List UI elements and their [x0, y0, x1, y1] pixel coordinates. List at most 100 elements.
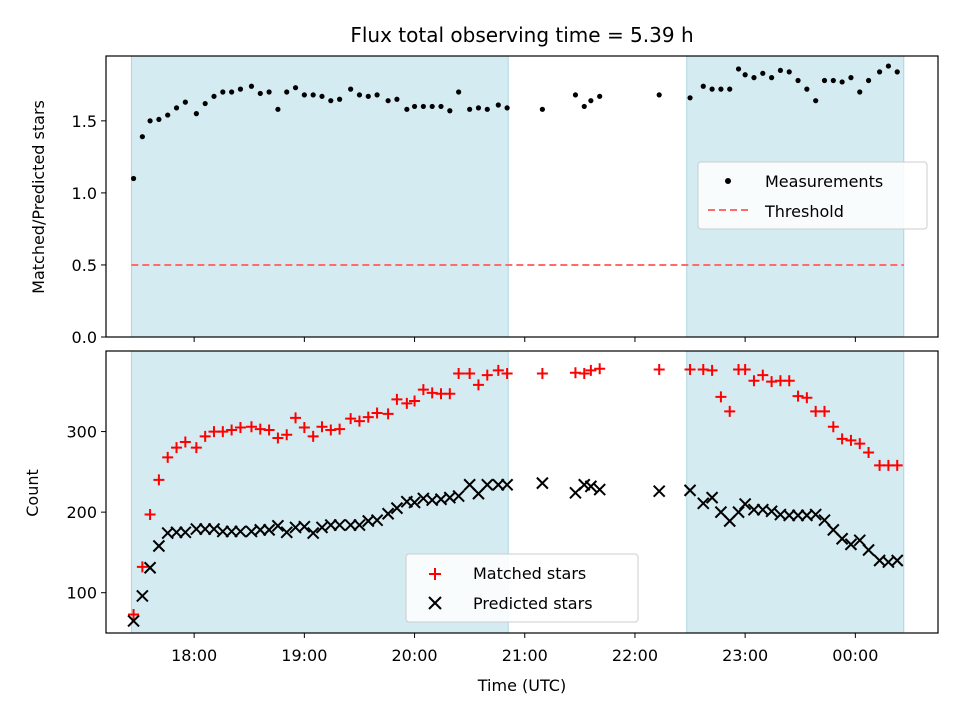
predicted-star-point [652, 484, 666, 498]
counts-points [127, 363, 904, 628]
matched-star-point [298, 422, 310, 434]
predicted-star-point [783, 509, 796, 522]
x-tick-label: 22:00 [612, 646, 658, 665]
measurement-point [211, 93, 217, 99]
measurement-point [857, 89, 863, 95]
x-tick-label: 20:00 [392, 646, 438, 665]
predicted-star-point [891, 554, 904, 567]
matched-star-point [316, 421, 328, 433]
predicted-star-point [732, 505, 745, 519]
matched-star-point [190, 442, 202, 454]
predicted-star-point [481, 478, 494, 491]
measurement-point [328, 98, 334, 104]
measurement-point [894, 69, 900, 75]
measurement-point [394, 96, 400, 102]
predicted-star-point [234, 525, 247, 538]
counts-legend: Matched stars Predicted stars [405, 553, 639, 623]
matched-star-point [409, 395, 421, 407]
predicted-star-point [315, 521, 329, 534]
matched-star-point [585, 364, 597, 376]
measurement-point [495, 102, 501, 108]
measurement-point [865, 77, 872, 84]
matched-star-point [453, 368, 465, 380]
measurement-point [319, 93, 325, 99]
predicted-star-point [835, 532, 849, 545]
measurement-point [275, 106, 281, 112]
measurement-point [292, 85, 299, 91]
measurement-point [229, 89, 235, 95]
matched-star-point [757, 369, 769, 381]
matched-star-point [153, 474, 165, 486]
measurement-point [365, 93, 371, 99]
predicted-star-point [207, 522, 221, 536]
counts-plot-frame [105, 350, 939, 634]
measurement-point [769, 75, 775, 81]
predicted-star-point [333, 518, 346, 532]
legend-matched-marker [429, 568, 441, 580]
predicted-star-point [593, 483, 606, 496]
matched-star-point [653, 364, 665, 376]
predicted-star-point [747, 503, 761, 516]
measurement-point [597, 93, 603, 99]
ratio-y-tick-label: 0.5 [72, 256, 97, 275]
measurement-point [337, 96, 343, 102]
predicted-star-point [179, 526, 192, 539]
matched-star-point [263, 424, 275, 436]
measurement-point [588, 98, 594, 104]
predicted-star-point [216, 525, 230, 538]
ratio-y-axis-label: Matched/Predicted stars [29, 100, 48, 294]
measurement-point [356, 92, 363, 98]
matched-star-point [891, 459, 903, 471]
matched-star-point [792, 390, 804, 402]
measurement-point [182, 99, 188, 105]
matched-star-point [401, 397, 413, 409]
predicted-star-point [862, 543, 875, 557]
predicted-star-point [136, 589, 149, 603]
measurement-point [751, 75, 757, 81]
matched-star-point [863, 447, 875, 459]
matched-star-point [345, 413, 357, 425]
measurement-point [572, 92, 579, 98]
ratio-legend-box [697, 161, 928, 230]
predicted-star-point [271, 519, 285, 533]
predicted-star-point [705, 491, 719, 504]
matched-star-point [144, 509, 156, 521]
matched-star-point [481, 369, 493, 381]
predicted-star-point [809, 508, 822, 521]
measurement-point [156, 116, 162, 123]
predicted-star-point [844, 538, 858, 551]
matched-star-point [171, 442, 183, 454]
predicted-star-point [390, 501, 404, 515]
matched-star-point [217, 426, 229, 438]
counts-observing-span [686, 350, 905, 634]
measurement-point [795, 77, 801, 84]
predicted-star-point [254, 523, 267, 537]
predicted-star-point [127, 614, 140, 628]
measurement-point [301, 92, 307, 98]
matched-star-point [783, 375, 795, 387]
predicted-star-point [170, 526, 183, 539]
legend-threshold-label: Threshold [764, 202, 844, 221]
predicted-star-point [408, 496, 421, 509]
matched-star-point [501, 368, 513, 380]
measurement-point [484, 106, 490, 112]
predicted-star-point [683, 484, 697, 497]
matched-star-point [578, 368, 590, 380]
matched-star-point [827, 421, 839, 433]
matched-star-point [362, 411, 374, 423]
ratio-observing-spans [130, 55, 905, 338]
predicted-star-point [697, 497, 710, 510]
matched-star-point [845, 434, 857, 446]
x-tick-label: 19:00 [281, 646, 327, 665]
counts-y-tick-label: 200 [66, 503, 97, 522]
measurement-point [504, 105, 510, 111]
predicted-star-point [452, 489, 465, 503]
measurement-point [581, 103, 587, 110]
predicted-star-point [791, 509, 805, 522]
ratio-measurement-points [130, 63, 900, 182]
measurement-point [687, 95, 693, 101]
matched-star-point [307, 430, 319, 442]
ratio-y-tick-label: 1.0 [72, 184, 97, 203]
matched-star-point [836, 433, 848, 445]
